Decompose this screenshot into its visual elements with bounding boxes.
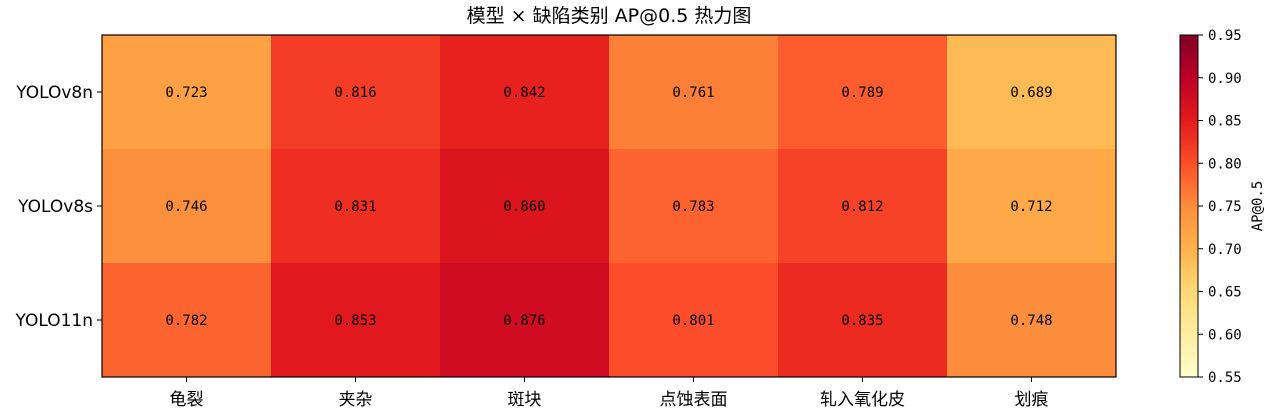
column-tick-label: 轧入氧化皮 [820,390,905,410]
heatmap-cell [609,263,779,378]
heatmap-cell [102,263,272,378]
heatmap-cell [271,149,441,264]
colorbar-tick-label: 0.80 [1208,156,1242,172]
heatmap-cell [778,35,948,150]
cell-value-label: 0.860 [503,199,545,215]
heatmap-cell [778,149,948,264]
cell-value-label: 0.842 [503,85,545,101]
column-tick-labels: 龟裂 夹杂 斑块 点蚀表面 轧入氧化皮 划痕 [170,377,1049,410]
heatmap-cell [102,149,272,264]
cell-value-label: 0.835 [841,313,883,329]
colorbar-label: AP@0.5 [1250,181,1266,232]
cell-value-label: 0.782 [165,313,207,329]
colorbar-tick-label: 0.85 [1208,114,1242,130]
colorbar-ticks: 0.55 0.60 0.65 0.70 0.75 0.80 0.85 0.90 0.95 [1198,28,1242,386]
heatmap-cell [609,35,779,150]
heatmap-cell [440,263,610,378]
colorbar-tick-label: 0.65 [1208,285,1242,301]
column-tick-label: 斑块 [508,390,542,410]
cell-value-label: 0.761 [672,85,714,101]
heatmap-cell [947,263,1117,378]
cell-value-label: 0.712 [1010,199,1052,215]
heatmap-cell [609,149,779,264]
plot-frame [101,34,1117,378]
heatmap-cell [102,35,272,150]
cell-value-label: 0.816 [334,85,376,101]
row-tick-label: YOLOv8n [15,83,93,103]
chart-title: 模型 × 缺陷类别 AP@0.5 热力图 [467,5,752,27]
cell-value-label: 0.876 [503,313,545,329]
cell-value-label: 0.831 [334,199,376,215]
heatmap-cell [440,35,610,150]
heatmap-cell-labels: 0.723 0.816 0.842 0.761 0.789 0.689 0.746 0.831… [165,85,1052,329]
cell-value-label: 0.748 [1010,313,1052,329]
heatmap-cell [947,35,1117,150]
column-tick-label: 划痕 [1015,390,1049,410]
row-tick-labels: YOLOv8n YOLOv8s YOLO11n [15,83,102,331]
colorbar-tick-label: 0.70 [1208,242,1242,258]
cell-value-label: 0.689 [1010,85,1052,101]
cell-value-label: 0.746 [165,199,207,215]
heatmap-cell [440,149,610,264]
cell-value-label: 0.723 [165,85,207,101]
heatmap-cell [271,263,441,378]
heatmap-cell [778,263,948,378]
cell-value-label: 0.853 [334,313,376,329]
row-tick-label: YOLOv8s [17,197,93,217]
colorbar-tick-label: 0.60 [1208,327,1242,343]
row-tick-label: YOLO11n [15,311,94,331]
colorbar-tick-label: 0.90 [1208,71,1242,87]
heatmap-cell [271,35,441,150]
column-tick-label: 夹杂 [339,390,373,410]
heatmap-cells [102,35,1117,378]
colorbar [1179,34,1199,378]
cell-value-label: 0.812 [841,199,883,215]
colorbar-tick-label: 0.55 [1208,370,1242,386]
colorbar-tick-label: 0.95 [1208,28,1242,44]
column-tick-label: 点蚀表面 [660,390,728,410]
cell-value-label: 0.783 [672,199,714,215]
cell-value-label: 0.801 [672,313,714,329]
cell-value-label: 0.789 [841,85,883,101]
column-tick-label: 龟裂 [170,390,204,410]
heatmap-cell [947,149,1117,264]
colorbar-tick-label: 0.75 [1208,199,1242,215]
